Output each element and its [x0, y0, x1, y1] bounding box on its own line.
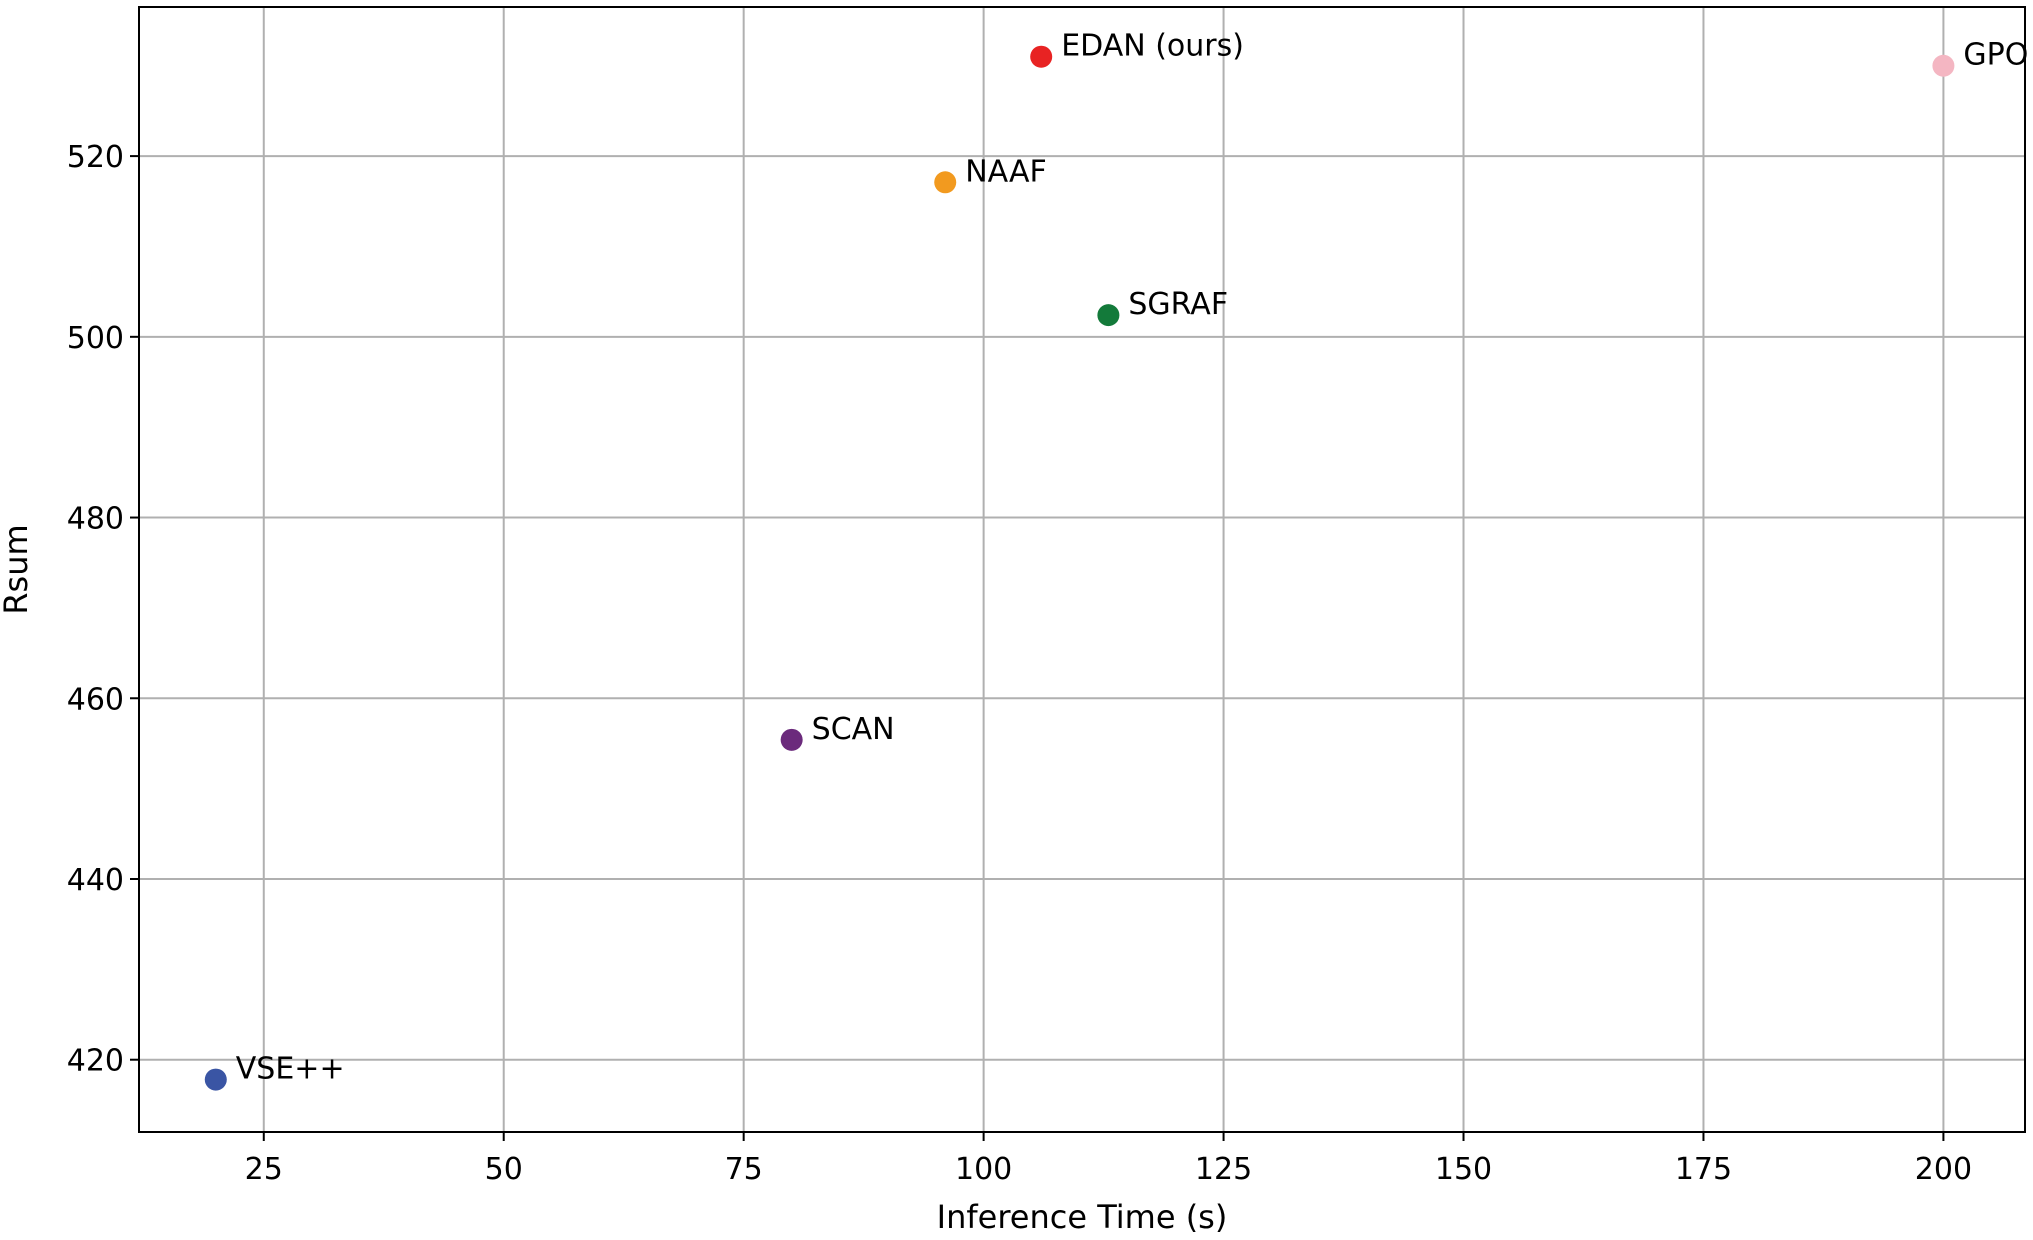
y-tick-label: 440	[67, 863, 124, 898]
data-point	[204, 1068, 227, 1091]
point-label: GPO	[1963, 38, 2028, 73]
y-tick-label: 500	[67, 321, 124, 356]
x-tick-label: 200	[1915, 1152, 1972, 1187]
data-point	[1932, 54, 1955, 77]
axes-frame	[138, 6, 2026, 1133]
data-point	[1030, 45, 1053, 68]
point-label: SCAN	[812, 712, 895, 747]
x-tick-label: 100	[955, 1152, 1012, 1187]
y-tick-label: 460	[67, 682, 124, 717]
point-label: VSE++	[236, 1052, 345, 1087]
data-points: VSE++ SCAN NAAF EDAN (ours) SGRAF GPO	[204, 29, 2028, 1091]
y-tick-label: 420	[67, 1044, 124, 1079]
x-tick-label: 175	[1675, 1152, 1732, 1187]
x-tick-label: 125	[1195, 1152, 1252, 1187]
point-label: EDAN (ours)	[1061, 29, 1244, 64]
grid	[139, 7, 2025, 1132]
ticks: 25 50 75 100 125 150 175 200 420 440 460 480 500 520	[67, 140, 1972, 1187]
point-label: NAAF	[965, 154, 1047, 189]
point-label: SGRAF	[1128, 287, 1228, 322]
y-tick-label: 480	[67, 502, 124, 537]
x-tick-label: 75	[725, 1152, 763, 1187]
data-point	[934, 171, 957, 194]
x-tick-label: 150	[1435, 1152, 1492, 1187]
y-tick-label: 520	[67, 140, 124, 175]
x-axis-label: Inference Time (s)	[937, 1198, 1228, 1236]
x-tick-label: 25	[245, 1152, 283, 1187]
x-tick-label: 50	[485, 1152, 523, 1187]
y-axis-label: Rsum	[0, 524, 35, 614]
data-point	[1097, 304, 1120, 327]
data-point	[780, 728, 803, 751]
